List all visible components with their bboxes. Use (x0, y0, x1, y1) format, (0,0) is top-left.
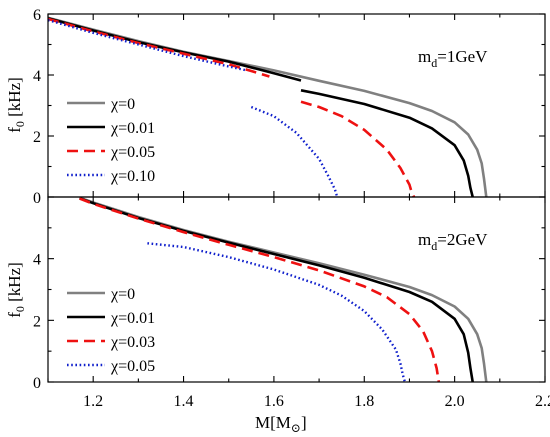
bottom-x-tick-label: 2.2 (535, 393, 550, 410)
bottom-legend: χ=0 χ=0.01 χ=0.03 χ=0.05 (67, 286, 155, 375)
top-series-2-line (300, 100, 416, 198)
x-axis-label: M[M⊙] (255, 413, 307, 435)
top-annotation: md=1GeV (418, 47, 488, 70)
top-series-1-line (47, 17, 302, 82)
top-y-tick-label: 4 (33, 68, 41, 85)
bottom-panel: 0 2 4 1.2 1.4 1.6 1.8 2.0 2.2 md=2GeV f0 [kHz] χ… (5, 196, 550, 410)
bottom-curves (79, 196, 488, 383)
top-y-axis-label: f0 [kHz] (5, 77, 27, 133)
top-legend-label: χ=0 (110, 96, 135, 113)
top-legend: χ=0 χ=0.01 χ=0.05 χ=0.10 (67, 96, 155, 185)
bottom-ticks: 0 2 4 1.2 1.4 1.6 1.8 2.0 2.2 (33, 196, 550, 410)
top-legend-label: χ=0.01 (110, 120, 155, 137)
top-legend-label: χ=0.05 (110, 144, 155, 161)
top-series-2-line (47, 17, 270, 78)
top-series-3-line (47, 18, 248, 72)
bottom-legend-label: χ=0 (110, 286, 135, 303)
top-series-3-line (250, 105, 339, 198)
top-legend-label: χ=0.10 (110, 168, 155, 185)
bottom-legend-label: χ=0.03 (110, 334, 155, 351)
bottom-legend-label: χ=0.05 (110, 358, 155, 375)
bottom-y-axis-label: f0 [kHz] (5, 262, 27, 318)
bottom-x-tick-label: 1.4 (174, 393, 194, 410)
bottom-legend-label: χ=0.01 (110, 310, 155, 327)
bottom-series-2-line (79, 197, 441, 383)
bottom-x-tick-label: 1.2 (83, 393, 103, 410)
top-y-tick-label: 6 (33, 7, 41, 24)
bottom-series-0-line (79, 196, 488, 383)
bottom-y-tick-label: 4 (33, 252, 41, 269)
top-y-tick-label: 0 (33, 190, 41, 207)
bottom-x-tick-label: 1.8 (354, 393, 374, 410)
bottom-y-tick-label: 0 (33, 375, 41, 392)
bottom-annotation: md=2GeV (418, 230, 488, 253)
bottom-series-3-line (147, 242, 407, 383)
bottom-x-tick-label: 1.6 (264, 393, 284, 410)
bottom-series-1-line (79, 196, 474, 383)
top-curves (47, 16, 488, 198)
bottom-y-tick-label: 2 (33, 313, 41, 330)
bottom-plot-frame (47, 196, 546, 383)
top-series-1-line (300, 89, 474, 198)
top-y-tick-label: 2 (33, 129, 41, 146)
bottom-x-tick-label: 2.0 (445, 393, 465, 410)
